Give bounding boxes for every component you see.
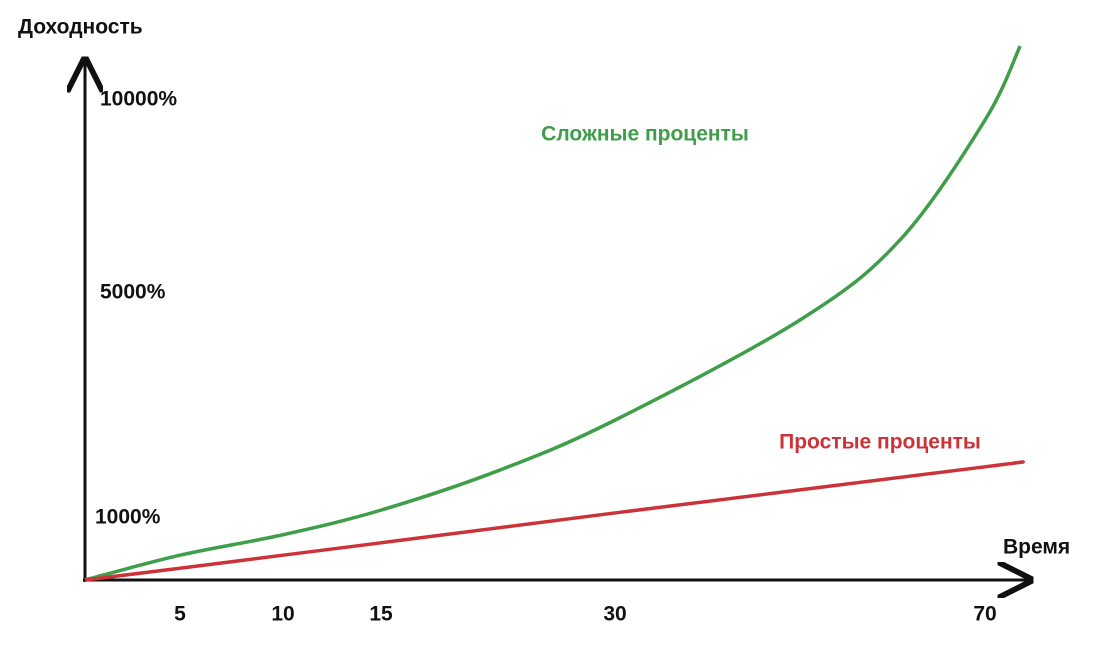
line-series <box>84 460 1025 582</box>
y-tick-label: 10000% <box>100 88 177 111</box>
x-tick-label: 70 <box>973 603 996 626</box>
y-axis-title: Доходность <box>18 16 143 39</box>
line-series <box>84 45 1022 582</box>
x-tick-label: 15 <box>369 603 393 626</box>
x-tick-label: 10 <box>271 603 294 626</box>
x-tick-label: 30 <box>603 603 626 626</box>
series-label: Сложные проценты <box>541 123 749 146</box>
x-axis-title: Время <box>1003 536 1070 559</box>
series-label: Простые проценты <box>779 431 981 454</box>
x-tick-label: 5 <box>174 603 186 626</box>
y-tick-label: 5000% <box>100 281 166 304</box>
y-tick-label: 1000% <box>95 506 161 529</box>
